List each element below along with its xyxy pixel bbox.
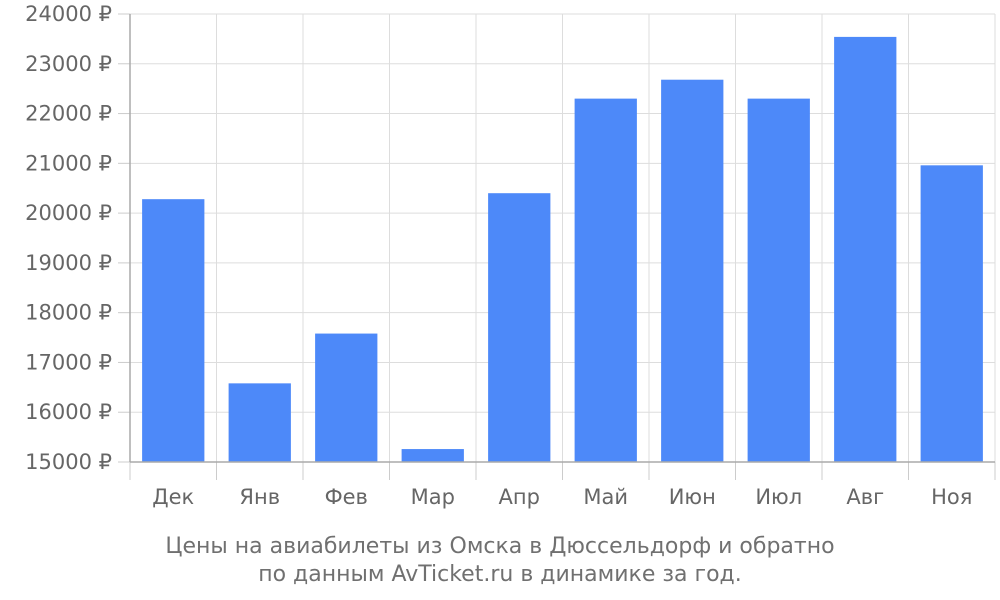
bar: [488, 193, 551, 462]
x-tick-label: Июл: [755, 485, 802, 509]
y-tick-label: 15000 ₽: [25, 450, 112, 474]
x-tick-label: Янв: [239, 485, 280, 509]
x-tick-labels: Дек Янв Фев Мар Апр Май Июн Июл Авг Ноя: [152, 485, 972, 509]
y-tick-label: 20000 ₽: [25, 201, 112, 225]
bar: [315, 333, 378, 462]
y-tick-labels: 15000 ₽ 16000 ₽ 17000 ₽ 18000 ₽ 19000 ₽ 20000…: [25, 2, 112, 474]
x-tick-label: Май: [583, 485, 628, 509]
chart-caption: Цены на авиабилеты из Омска в Дюссельдор…: [0, 533, 1000, 589]
axes: [118, 13, 996, 480]
y-tick-label: 22000 ₽: [25, 102, 112, 126]
bar: [574, 98, 637, 462]
y-tick-label: 17000 ₽: [25, 350, 112, 374]
y-tick-label: 16000 ₽: [25, 400, 112, 424]
bar: [920, 165, 983, 462]
bar: [747, 98, 810, 462]
bar: [228, 383, 291, 462]
bar: [142, 199, 205, 462]
caption-line-2: по данным AvTicket.ru в динамике за год.: [258, 562, 742, 587]
bar: [401, 449, 464, 462]
bar: [834, 36, 897, 463]
bar: [661, 79, 724, 462]
y-tick-label: 23000 ₽: [25, 52, 112, 76]
price-bar-chart: 15000 ₽ 16000 ₽ 17000 ₽ 18000 ₽ 19000 ₽ 20000…: [25, 2, 996, 509]
y-tick-label: 19000 ₽: [25, 251, 112, 275]
y-tick-label: 21000 ₽: [25, 151, 112, 175]
bars: [142, 36, 983, 463]
caption-line-1: Цены на авиабилеты из Омска в Дюссельдор…: [165, 534, 835, 559]
x-tick-label: Мар: [411, 485, 455, 509]
x-tick-label: Дек: [152, 485, 194, 509]
x-tick-label: Апр: [499, 485, 540, 509]
y-tick-label: 18000 ₽: [25, 301, 112, 325]
x-tick-label: Июн: [669, 485, 716, 509]
grid-lines: [130, 13, 996, 463]
x-tick-label: Фев: [325, 485, 368, 509]
y-tick-label: 24000 ₽: [25, 2, 112, 26]
x-tick-label: Авг: [846, 485, 884, 509]
x-tick-label: Ноя: [931, 485, 972, 509]
